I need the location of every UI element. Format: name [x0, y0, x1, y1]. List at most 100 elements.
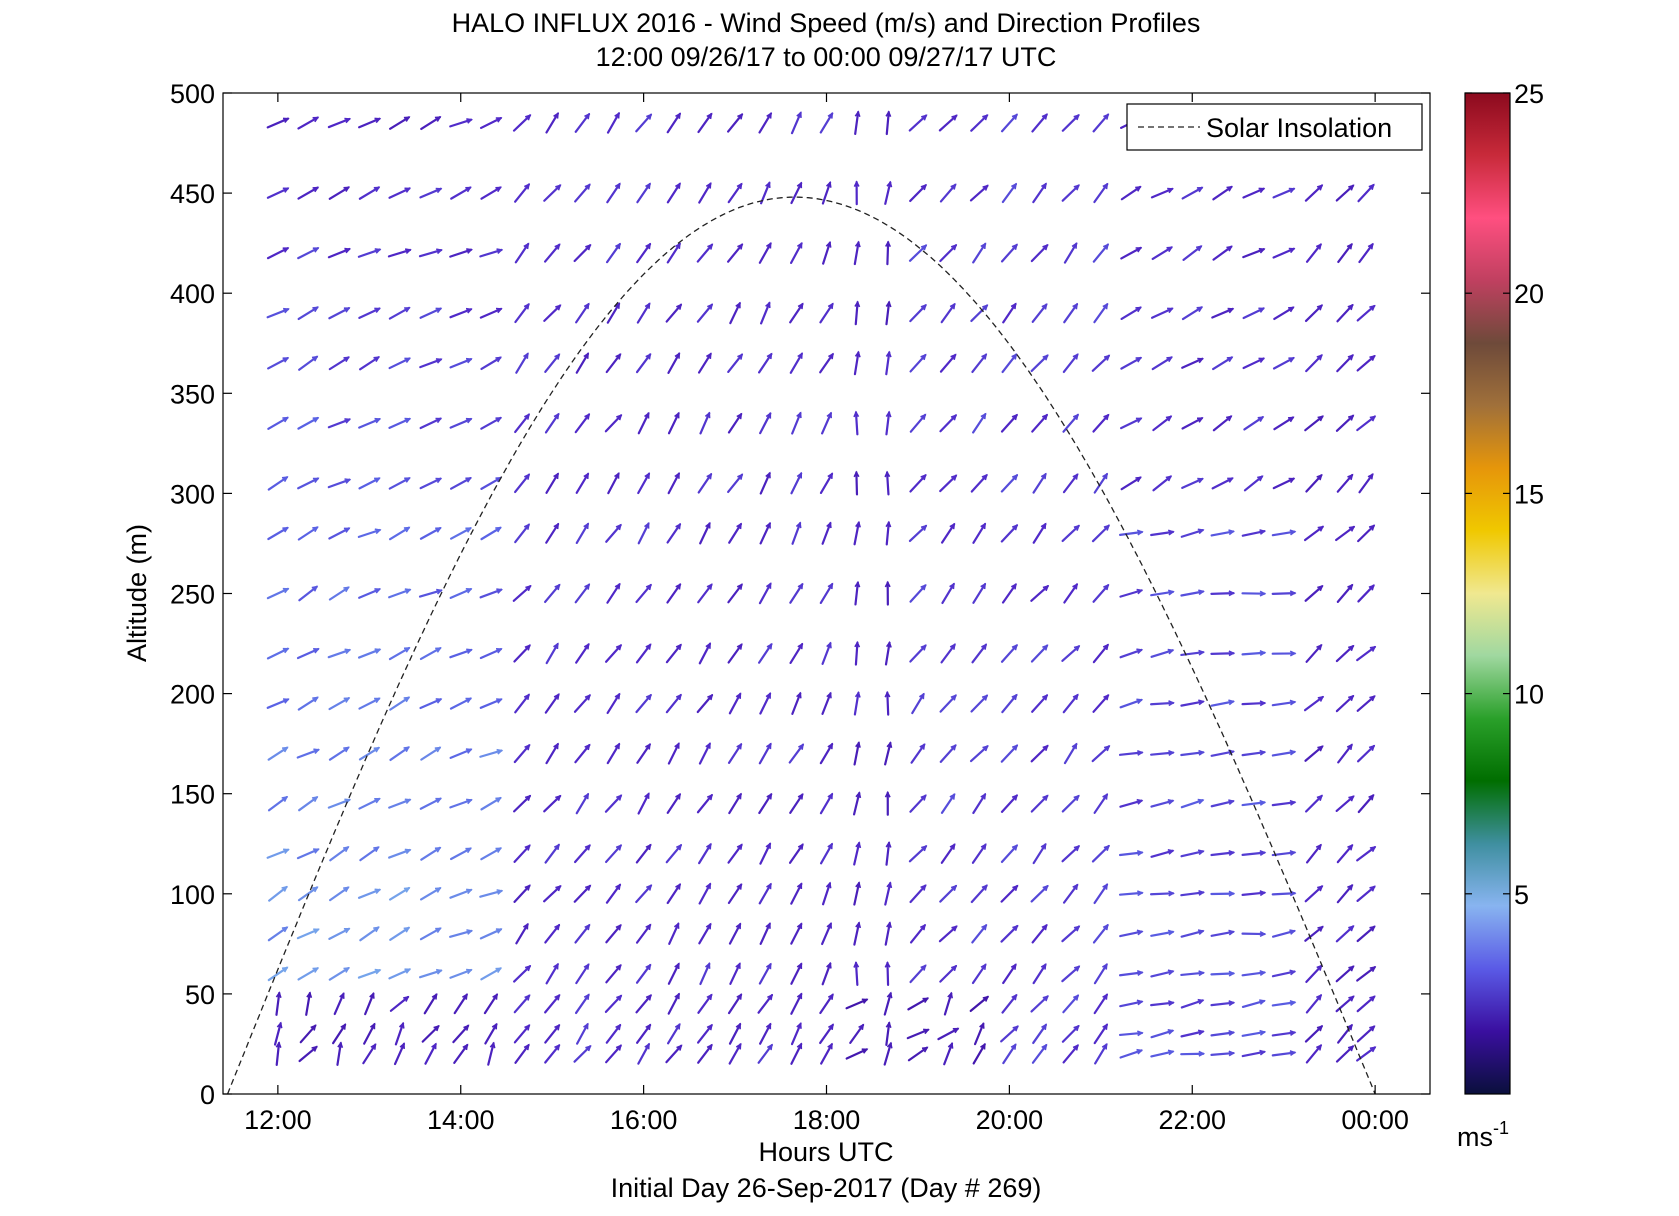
wind-arrow-head: [403, 746, 410, 753]
wind-arrow-shaft: [543, 184, 562, 202]
wind-arrow-shaft: [418, 589, 443, 598]
wind-arrow: [328, 927, 351, 940]
wind-arrow-head: [1042, 694, 1049, 701]
wind-arrow: [759, 692, 772, 715]
wind-arrow: [513, 884, 531, 903]
wind-arrow: [1357, 524, 1376, 543]
wind-arrow: [1272, 247, 1296, 259]
wind-arrow-shaft: [1093, 963, 1108, 985]
wind-arrow-shaft: [911, 693, 925, 715]
wind-arrow: [853, 410, 860, 436]
wind-arrow: [1271, 699, 1297, 707]
wind-arrow-head: [1257, 416, 1265, 422]
wind-arrow-head: [1369, 966, 1377, 973]
wind-arrow-head: [950, 744, 957, 751]
wind-arrow-shaft: [972, 413, 987, 434]
wind-arrow-shaft: [480, 186, 502, 200]
wind-arrow-head: [884, 690, 891, 698]
wind-arrow-head: [885, 640, 892, 648]
wind-arrow-shaft: [1062, 1044, 1079, 1064]
colorbar-unit-label: ms-1: [1457, 1118, 1509, 1152]
wind-arrow: [480, 967, 503, 981]
wind-arrow-shaft: [822, 241, 831, 265]
wind-arrow-shaft: [1304, 1025, 1323, 1043]
wind-arrow-head: [1198, 699, 1205, 706]
wind-arrow: [972, 792, 987, 815]
wind-arrow-head: [554, 353, 561, 360]
wind-arrow-shaft: [449, 358, 473, 369]
wind-arrow-head: [796, 691, 802, 699]
wind-arrow-shaft: [853, 921, 861, 946]
wind-arrow: [573, 1045, 592, 1063]
wind-arrow-shaft: [513, 794, 531, 813]
wind-arrow-shaft: [357, 248, 381, 258]
wind-arrow-shaft: [970, 114, 989, 132]
wind-arrow-shaft: [328, 527, 350, 540]
wind-arrow-shaft: [1000, 744, 1019, 763]
wind-arrow-head: [1165, 415, 1173, 422]
wind-arrow-head: [524, 743, 531, 751]
wind-arrow-shaft: [758, 112, 773, 134]
wind-arrow-shaft: [938, 114, 958, 132]
chart-subtitle: 12:00 09/26/17 to 00:00 09/27/17 UTC: [596, 42, 1057, 72]
wind-arrow-shaft: [1061, 114, 1080, 132]
wind-arrow-head: [343, 886, 350, 893]
wind-arrow-shaft: [667, 412, 680, 435]
wind-arrow: [1305, 474, 1323, 493]
wind-arrow-head: [1259, 999, 1266, 1005]
wind-arrow-shaft: [819, 112, 834, 134]
wind-arrow-shaft: [453, 993, 468, 1015]
wind-arrow-head: [1168, 700, 1175, 707]
wind-arrow: [327, 418, 352, 429]
wind-arrow-shaft: [909, 184, 927, 203]
wind-arrow: [885, 841, 892, 866]
wind-arrow-shaft: [972, 793, 987, 815]
wind-arrow-shaft: [1030, 794, 1049, 813]
wind-arrow-shaft: [275, 1041, 281, 1066]
wind-arrow: [757, 993, 774, 1014]
y-tick-label: 500: [170, 79, 215, 109]
wind-arrow-head: [1011, 524, 1019, 531]
wind-arrow: [544, 1024, 561, 1044]
wind-arrow: [1210, 890, 1236, 897]
wind-arrow: [1271, 849, 1297, 857]
wind-arrow-shaft: [1180, 929, 1204, 938]
wind-arrow-head: [433, 1024, 440, 1032]
wind-arrow-head: [1198, 970, 1205, 977]
wind-arrow: [728, 792, 742, 815]
wind-arrow-shaft: [1000, 794, 1018, 813]
wind-arrow-head: [374, 307, 381, 313]
wind-arrow-head: [465, 357, 473, 364]
wind-arrow-head: [584, 183, 591, 190]
wind-arrow: [514, 473, 530, 494]
wind-arrow-shaft: [1031, 694, 1049, 713]
wind-arrow-head: [1012, 884, 1019, 892]
wind-arrow-head: [645, 242, 652, 250]
wind-arrow-head: [950, 694, 957, 701]
wind-arrow-shaft: [1092, 243, 1109, 263]
wind-arrow-head: [766, 792, 773, 800]
wind-arrow-head: [1228, 929, 1236, 936]
wind-arrow-head: [646, 884, 653, 891]
wind-arrow-shaft: [757, 994, 774, 1014]
wind-arrow: [1271, 1050, 1297, 1057]
wind-arrow-shaft: [604, 414, 623, 433]
wind-arrow-head: [554, 1044, 561, 1051]
wind-arrow: [970, 884, 988, 904]
wind-arrow: [972, 582, 987, 604]
wind-arrow-head: [1073, 184, 1080, 191]
wind-arrow: [939, 884, 958, 903]
wind-arrow: [909, 474, 927, 493]
wind-arrow-head: [404, 968, 412, 974]
wind-arrow-shaft: [1150, 701, 1175, 706]
wind-arrow: [1094, 1042, 1108, 1065]
wind-arrow: [1093, 993, 1109, 1015]
wind-arrow-head: [705, 642, 711, 649]
wind-arrow-shaft: [1241, 701, 1266, 706]
wind-arrow: [698, 922, 712, 945]
wind-arrow-shaft: [939, 414, 957, 433]
wind-arrow-shaft: [419, 187, 442, 199]
wind-arrow: [388, 646, 411, 661]
